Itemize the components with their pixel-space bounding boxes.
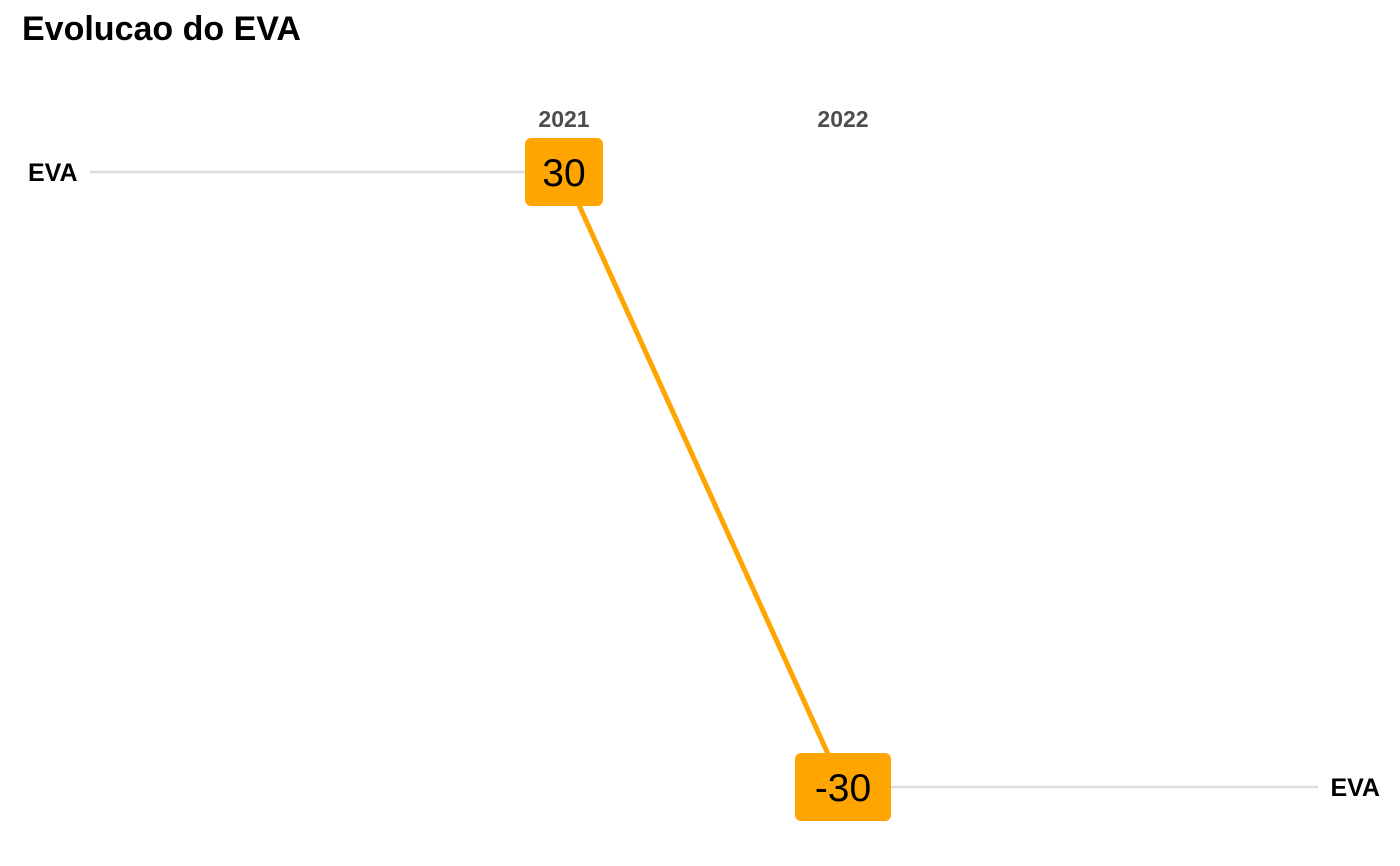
x-tick-label-2022: 2022	[817, 106, 868, 132]
data-label-2021: 30	[542, 152, 585, 195]
x-tick-label-2021: 2021	[538, 106, 589, 132]
data-label-2022: -30	[815, 767, 871, 810]
series-label-left: EVA	[28, 159, 78, 187]
series-line-eva	[561, 170, 846, 789]
series-label-right: EVA	[1330, 774, 1380, 802]
chart-title: Evolucao do EVA	[22, 10, 301, 48]
data-label-box-2022	[795, 753, 891, 821]
data-label-box-2021	[525, 138, 603, 206]
